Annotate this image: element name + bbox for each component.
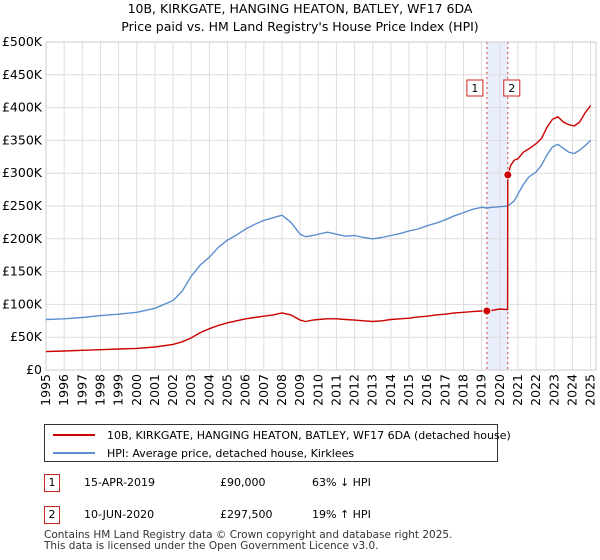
y-tick-label: £300K <box>2 165 43 180</box>
sale-label-box <box>503 79 521 97</box>
legend-swatch-hpi <box>53 452 95 454</box>
sale-price: £297,500 <box>220 508 273 521</box>
x-tick-label: 2014 <box>383 374 398 406</box>
sale-label-number: 2 <box>508 82 515 95</box>
sale-hpi-diff: 63% ↓ HPI <box>312 476 371 489</box>
x-tick-label: 2015 <box>401 374 416 406</box>
x-tick-label: 2001 <box>147 374 162 406</box>
footer-line: This data is licensed under the Open Gov… <box>44 540 379 552</box>
x-tick-label: 2016 <box>419 374 434 406</box>
chart-subtitle: Price paid vs. HM Land Registry's House … <box>121 19 478 34</box>
y-tick-label: £100K <box>2 296 43 311</box>
x-tick-label: 2007 <box>256 374 271 406</box>
x-tick-label: 2013 <box>365 374 380 406</box>
chart-legend: 10B, KIRKGATE, HANGING HEATON, BATLEY, W… <box>44 424 511 462</box>
chart-title: 10B, KIRKGATE, HANGING HEATON, BATLEY, W… <box>128 1 473 16</box>
x-tick-label: 2020 <box>492 374 507 406</box>
sale-label-number: 1 <box>471 82 478 95</box>
legend-item-property: 10B, KIRKGATE, HANGING HEATON, BATLEY, W… <box>45 426 511 444</box>
x-tick-label: 2018 <box>455 374 470 406</box>
x-tick-label: 1995 <box>38 374 53 406</box>
y-tick-label: £250K <box>2 198 43 213</box>
series-line-property <box>45 105 592 353</box>
x-tick-label: 2019 <box>474 374 489 406</box>
x-tick-label: 2002 <box>165 374 180 406</box>
x-tick-label: 2017 <box>437 374 452 406</box>
x-tick-label: 2006 <box>238 374 253 406</box>
footer-attribution: Contains HM Land Registry data © Crown c… <box>44 530 452 552</box>
x-tick-label: 2010 <box>310 374 325 406</box>
x-tick-label: 2021 <box>510 374 525 406</box>
x-tick-label: 2024 <box>564 374 579 406</box>
table-row: 2 10-JUN-2020 £297,500 19% ↑ HPI <box>44 506 564 526</box>
x-tick-label: 1998 <box>92 374 107 406</box>
y-tick-label: £150K <box>2 264 43 279</box>
sale-price: £90,000 <box>220 476 266 489</box>
sale-date: 10-JUN-2020 <box>84 508 155 521</box>
x-tick-label: 2009 <box>292 374 307 406</box>
y-tick-label: £450K <box>2 67 43 82</box>
legend-label-hpi: HPI: Average price, detached house, Kirk… <box>107 446 355 460</box>
x-tick-label: 1999 <box>111 374 126 406</box>
x-tick-label: 2023 <box>546 374 561 406</box>
y-tick-label: £400K <box>2 100 43 115</box>
sale-marker-badge: 2 <box>44 506 60 524</box>
x-tick-label: 2003 <box>183 374 198 406</box>
plot-border <box>45 41 597 371</box>
legend-swatch-property <box>53 434 95 436</box>
x-tick-label: 2004 <box>201 374 216 406</box>
y-tick-label: £0 <box>26 362 42 377</box>
y-tick-label: £500K <box>2 34 43 49</box>
sale-date: 15-APR-2019 <box>84 476 156 489</box>
x-tick-label: 2000 <box>129 374 144 406</box>
sale-point <box>503 170 513 180</box>
x-tick-label: 2025 <box>583 374 598 406</box>
x-tick-label: 2022 <box>528 374 543 406</box>
table-row: 1 15-APR-2019 £90,000 63% ↓ HPI <box>44 474 564 494</box>
y-tick-label: £200K <box>2 231 43 246</box>
sale-point <box>482 306 492 316</box>
x-tick-label: 1996 <box>56 374 71 406</box>
footer-line: Contains HM Land Registry data © Crown c… <box>44 529 453 541</box>
legend-item-hpi: HPI: Average price, detached house, Kirk… <box>45 444 354 462</box>
legend-label-property: 10B, KIRKGATE, HANGING HEATON, BATLEY, W… <box>107 428 511 442</box>
y-tick-label: £50K <box>10 329 43 344</box>
x-tick-label: 2008 <box>274 374 289 406</box>
price-chart: 10B, KIRKGATE, HANGING HEATON, BATLEY, W… <box>2 1 598 406</box>
sale-marker-badge: 1 <box>44 474 60 492</box>
x-tick-label: 2011 <box>328 374 343 406</box>
series-line-hpi <box>45 139 592 321</box>
x-tick-label: 1997 <box>74 374 89 406</box>
y-tick-label: £350K <box>2 132 43 147</box>
x-tick-label: 2012 <box>347 374 362 406</box>
sale-hpi-diff: 19% ↑ HPI <box>312 508 371 521</box>
x-tick-label: 2005 <box>220 374 235 406</box>
sale-label-box <box>466 79 484 97</box>
